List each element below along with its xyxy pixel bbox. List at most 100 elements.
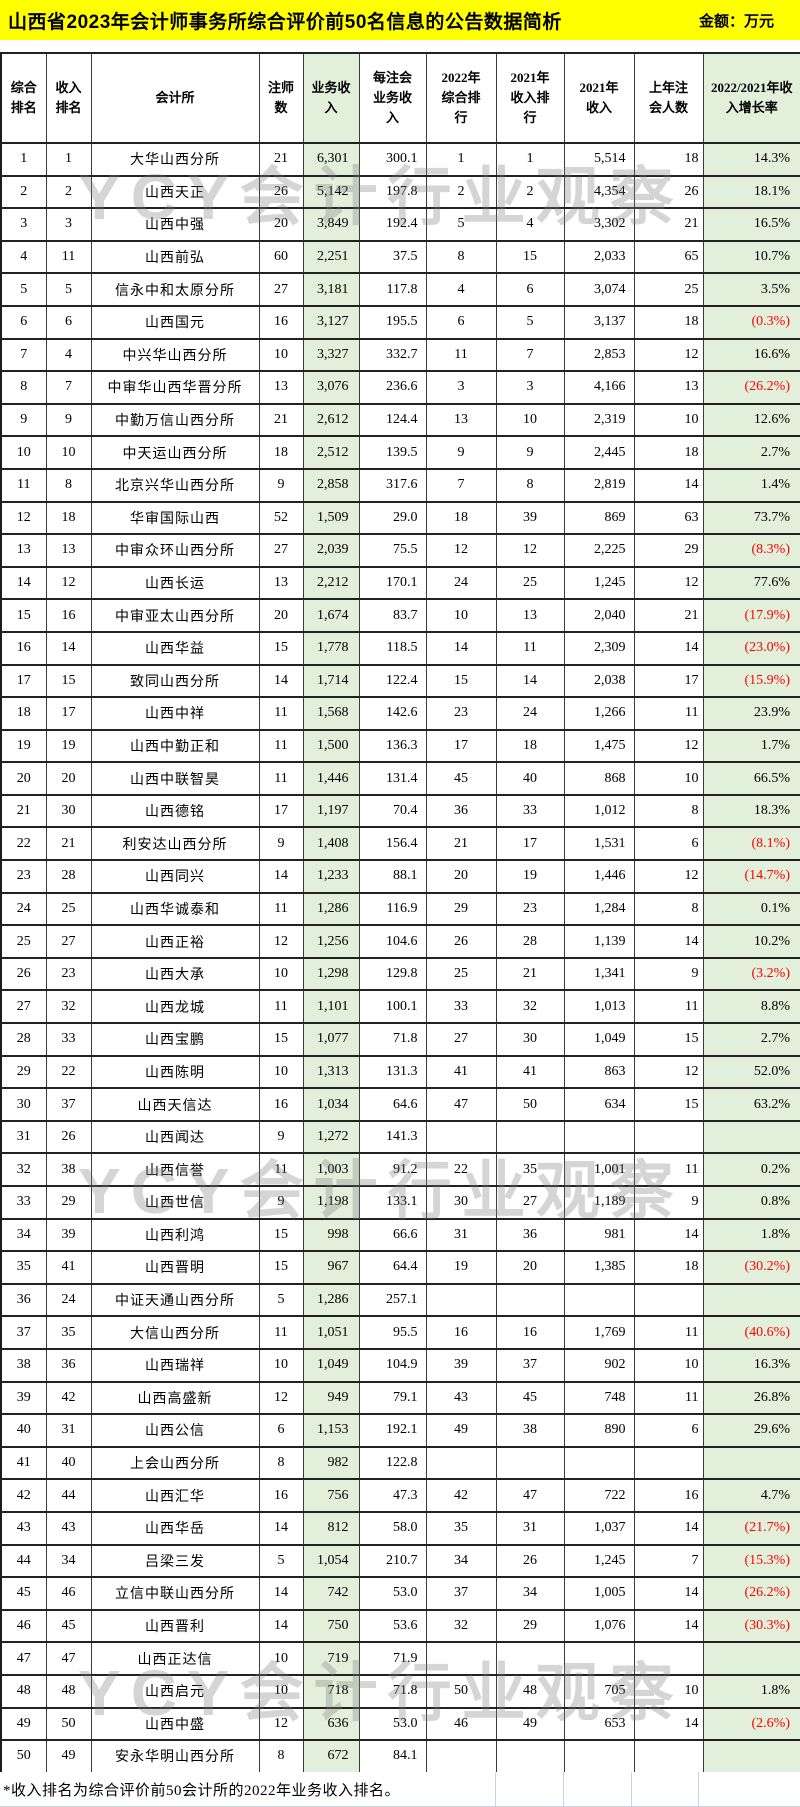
cell: 30: [45, 793, 92, 829]
cell: 317.6: [358, 467, 427, 503]
cell: 1,272: [302, 1119, 360, 1155]
cell: 16: [0, 630, 47, 666]
cell: 1,077: [302, 1022, 360, 1057]
cell: 45: [45, 1608, 92, 1644]
cell: 14: [258, 859, 304, 894]
cell: 1,245: [563, 1543, 635, 1579]
cell: 1,568: [302, 696, 360, 731]
cell: 18: [258, 435, 304, 470]
cell: 8: [45, 467, 92, 503]
cell: 2,225: [563, 533, 635, 568]
cell: 11: [258, 989, 304, 1025]
table-row: 36 24 中证天通山西分所 5 1,286 257.1: [0, 1282, 800, 1318]
cell: 332.7: [358, 337, 427, 373]
cell: 13: [258, 370, 304, 405]
cell: 27: [425, 1022, 497, 1057]
table-row: 27 32 山西龙城 11 1,101 100.1 33 32 1,013 11 8.8%: [0, 989, 800, 1025]
cell: 47.3: [358, 1478, 427, 1513]
cell: 3,849: [302, 207, 360, 242]
cell: 山西公信: [90, 1413, 260, 1448]
cell: 1,298: [302, 956, 360, 992]
cell: 16.5%: [702, 207, 800, 242]
cell: 236.6: [358, 370, 427, 405]
cell: 中审华山西华晋分所: [90, 370, 260, 405]
cell: [702, 1445, 800, 1481]
cell: (23.0%): [702, 630, 800, 666]
cell: 42: [45, 1380, 92, 1416]
cell: 7: [45, 370, 92, 405]
cell: 21: [0, 793, 47, 829]
cell: 192.1: [358, 1413, 427, 1448]
cell: 山西信誉: [90, 1152, 260, 1187]
cell: 11: [0, 467, 47, 503]
cell: 8: [258, 1739, 304, 1774]
cell: 山西长运: [90, 565, 260, 601]
cell: 47: [425, 1087, 497, 1122]
cell: 20: [258, 207, 304, 242]
column-header: 业务收入: [302, 52, 360, 144]
cell: 山西国元: [90, 304, 260, 340]
cell: 9: [258, 1185, 304, 1220]
cell: 3: [495, 370, 565, 405]
cell: 60: [258, 239, 304, 275]
cell: 141.3: [358, 1119, 427, 1155]
cell: 52: [258, 500, 304, 536]
table-row: 10 10 中天运山西分所 18 2,512 139.5 9 9 2,445 18 2.7%: [0, 435, 800, 470]
cell: 26: [633, 174, 704, 210]
cell: 39: [425, 1347, 497, 1383]
cell: 11: [495, 630, 565, 666]
cell: 1,256: [302, 924, 360, 959]
cell: 大信山西分所: [90, 1315, 260, 1350]
cell: 34: [495, 1576, 565, 1611]
cell: 4,354: [563, 174, 635, 210]
cell: (17.9%): [702, 598, 800, 633]
cell: 7: [425, 467, 497, 503]
cell: 48: [495, 1673, 565, 1709]
cell: 1,037: [563, 1510, 635, 1546]
table-row: 35 41 山西晋明 15 967 64.4 19 20 1,385 18 (30.2%): [0, 1250, 800, 1285]
cell: 30: [0, 1087, 47, 1122]
cell: 31: [45, 1413, 92, 1448]
table-row: 32 38 山西信誉 11 1,003 91.2 22 35 1,001 11 0.2%: [0, 1152, 800, 1187]
cell: 10.2%: [702, 924, 800, 959]
table-row: 48 48 山西启元 10 718 71.8 50 48 705 10 1.8%: [0, 1673, 800, 1709]
cell: 14: [425, 630, 497, 666]
cell: [633, 1282, 704, 1318]
cell: 1,769: [563, 1315, 635, 1350]
cell: 742: [302, 1576, 360, 1611]
cell: 山西中勤正和: [90, 728, 260, 764]
cell: 山西正达信: [90, 1641, 260, 1676]
cell: 1: [425, 142, 497, 177]
cell: 1,049: [563, 1022, 635, 1057]
cell: [495, 1119, 565, 1155]
cell: [495, 1445, 565, 1481]
cell: 31: [0, 1119, 47, 1155]
cell: 672: [302, 1739, 360, 1774]
cell: 12: [633, 565, 704, 601]
cell: 47: [45, 1641, 92, 1676]
cell: 15: [258, 630, 304, 666]
table-row: 41 40 上会山西分所 8 982 122.8: [0, 1445, 800, 1481]
cell: 750: [302, 1608, 360, 1644]
cell: 3,076: [302, 370, 360, 405]
cell: 6: [0, 304, 47, 340]
cell: 5,142: [302, 174, 360, 210]
cell: 18: [45, 500, 92, 536]
cell: 14: [633, 1217, 704, 1253]
cell: 中勤万信山西分所: [90, 402, 260, 438]
cell: 1,013: [563, 989, 635, 1025]
cell: 10: [258, 337, 304, 373]
cell: 29.6%: [702, 1413, 800, 1448]
cell: 1,198: [302, 1185, 360, 1220]
column-header: 会计所: [90, 52, 260, 144]
cell: 6: [425, 304, 497, 340]
table-row: 43 43 山西华岳 14 812 58.0 35 31 1,037 14 (21.7%): [0, 1510, 800, 1546]
cell: 11: [633, 1152, 704, 1187]
cell: 21: [45, 826, 92, 862]
cell: 15: [258, 1022, 304, 1057]
cell: 0.1%: [702, 891, 800, 927]
cell: 2,039: [302, 533, 360, 568]
cell: 1,531: [563, 826, 635, 862]
cell: 8: [633, 793, 704, 829]
cell: 11: [258, 891, 304, 927]
